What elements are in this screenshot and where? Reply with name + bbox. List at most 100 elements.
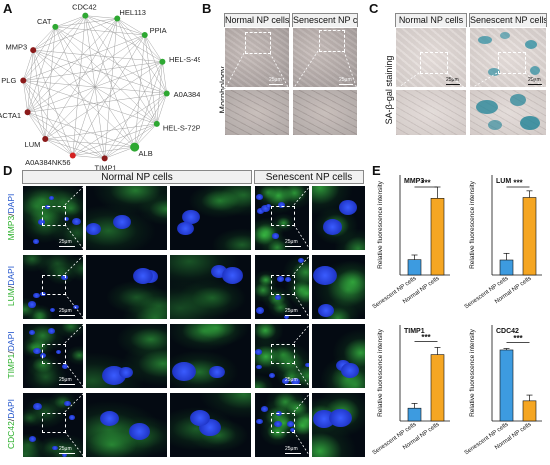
network-node [52,23,59,30]
network-edge [33,49,135,148]
nucleus [133,268,153,284]
scale-label: 25μm [285,239,298,245]
network-edge [72,15,86,156]
if-image-tile: 25μm [22,254,84,320]
significance-label: *** [513,179,523,188]
network-edges [23,15,167,159]
panel-d-label: D [3,163,13,178]
bar [499,259,514,276]
significance-label: *** [421,333,431,342]
stain-blob [488,120,502,130]
bar-chart: Relative fluorescence intensity MMP3Senes… [372,175,450,310]
network-edge [55,26,145,36]
if-zoom-lines [64,323,312,389]
if-zoom-lines [64,254,312,320]
scale-label: 25μm [59,308,72,314]
if-zoom-lines [64,185,312,251]
nucleus [257,208,265,214]
nucleus [38,219,46,225]
if-zoom-lines [64,392,312,458]
nucleus [278,202,285,208]
network-edge [27,18,118,113]
zoom-box [42,275,66,295]
network-edge [104,146,135,159]
if-image-tile: 25μm [254,323,310,389]
nucleus [274,421,283,428]
nucleus [40,353,47,358]
network-edge [33,18,118,51]
network-node-label: PLG [1,76,16,85]
network-node [163,90,170,97]
network-edge [23,50,34,81]
y-axis-label: Relative fluorescence intensity [377,328,384,417]
nucleus [29,436,37,442]
nucleus [62,453,68,457]
zoom-guide-line [293,431,312,458]
bar-chart: Relative fluorescence intensity CDC42Sene… [464,325,542,456]
nucleus [256,307,265,314]
network-node [159,58,166,65]
scale-label: 25μm [59,239,72,245]
zoom-box [271,275,295,295]
network-node [42,136,49,143]
if-senescent-header: Senescent NP cells [254,170,364,184]
chart-title: CDC42 [496,328,519,335]
nucleus [256,194,264,200]
zoom-box [271,344,295,364]
bar-chart: Relative fluorescence intensity TIMP1Sene… [372,325,450,456]
nucleus [291,378,300,385]
zoom-guide-line [64,362,86,389]
network-edge [27,50,34,113]
nucleus [64,401,71,407]
network-edge [23,80,157,125]
network-edge [32,49,73,156]
network-edge [23,26,56,81]
nucleus [290,428,296,433]
zoom-guide-line [293,254,312,275]
scale-label: 25μm [285,377,298,383]
network-node [153,120,160,127]
if-image-tile [169,254,252,320]
bar [522,197,537,276]
scale-bar [446,84,460,85]
nucleus [33,403,42,411]
network-node-label: PPIA [150,26,167,35]
nucleus [69,415,75,420]
network-edge [27,112,105,159]
nucleus [255,349,263,355]
nucleus [222,267,244,284]
y-axis-label: Relative fluorescence intensity [469,180,476,269]
nucleus [285,277,292,283]
scale-label: 25μm [285,308,298,314]
nucleus [56,350,62,355]
zoom-guide-line [64,254,86,275]
network-node [141,31,148,38]
network-node-label: HEL-S-72P [163,124,200,133]
network-edge [27,26,56,113]
nucleus [305,363,309,368]
zoom-box [420,52,448,74]
network-edge [23,80,46,140]
significance-label: *** [421,179,431,188]
network-edge [117,18,145,36]
network-edge [162,61,167,94]
nucleus [73,305,79,310]
if-image-tile [85,392,168,458]
network-node-label: ALB [139,149,153,158]
fluorescence-bar-charts: Relative fluorescence intensity MMP3Senes… [372,175,542,456]
nucleus [209,366,225,379]
stain-blob [478,36,492,44]
zoom-guide-line [293,185,312,206]
stain-blob [500,32,510,39]
nucleus [284,315,290,319]
sagal-normal-zoom [395,89,467,136]
nucleus [313,266,337,286]
sagal-senescent-header: Senescent NP cells [469,13,547,27]
sagal-senescent-zoom [469,89,547,136]
network-node-label: TIMP1 [95,163,117,170]
network-edge [45,138,135,148]
nucleus [261,205,270,212]
zoom-box [42,344,66,364]
network-edge [85,15,145,36]
zoom-box [271,206,295,226]
